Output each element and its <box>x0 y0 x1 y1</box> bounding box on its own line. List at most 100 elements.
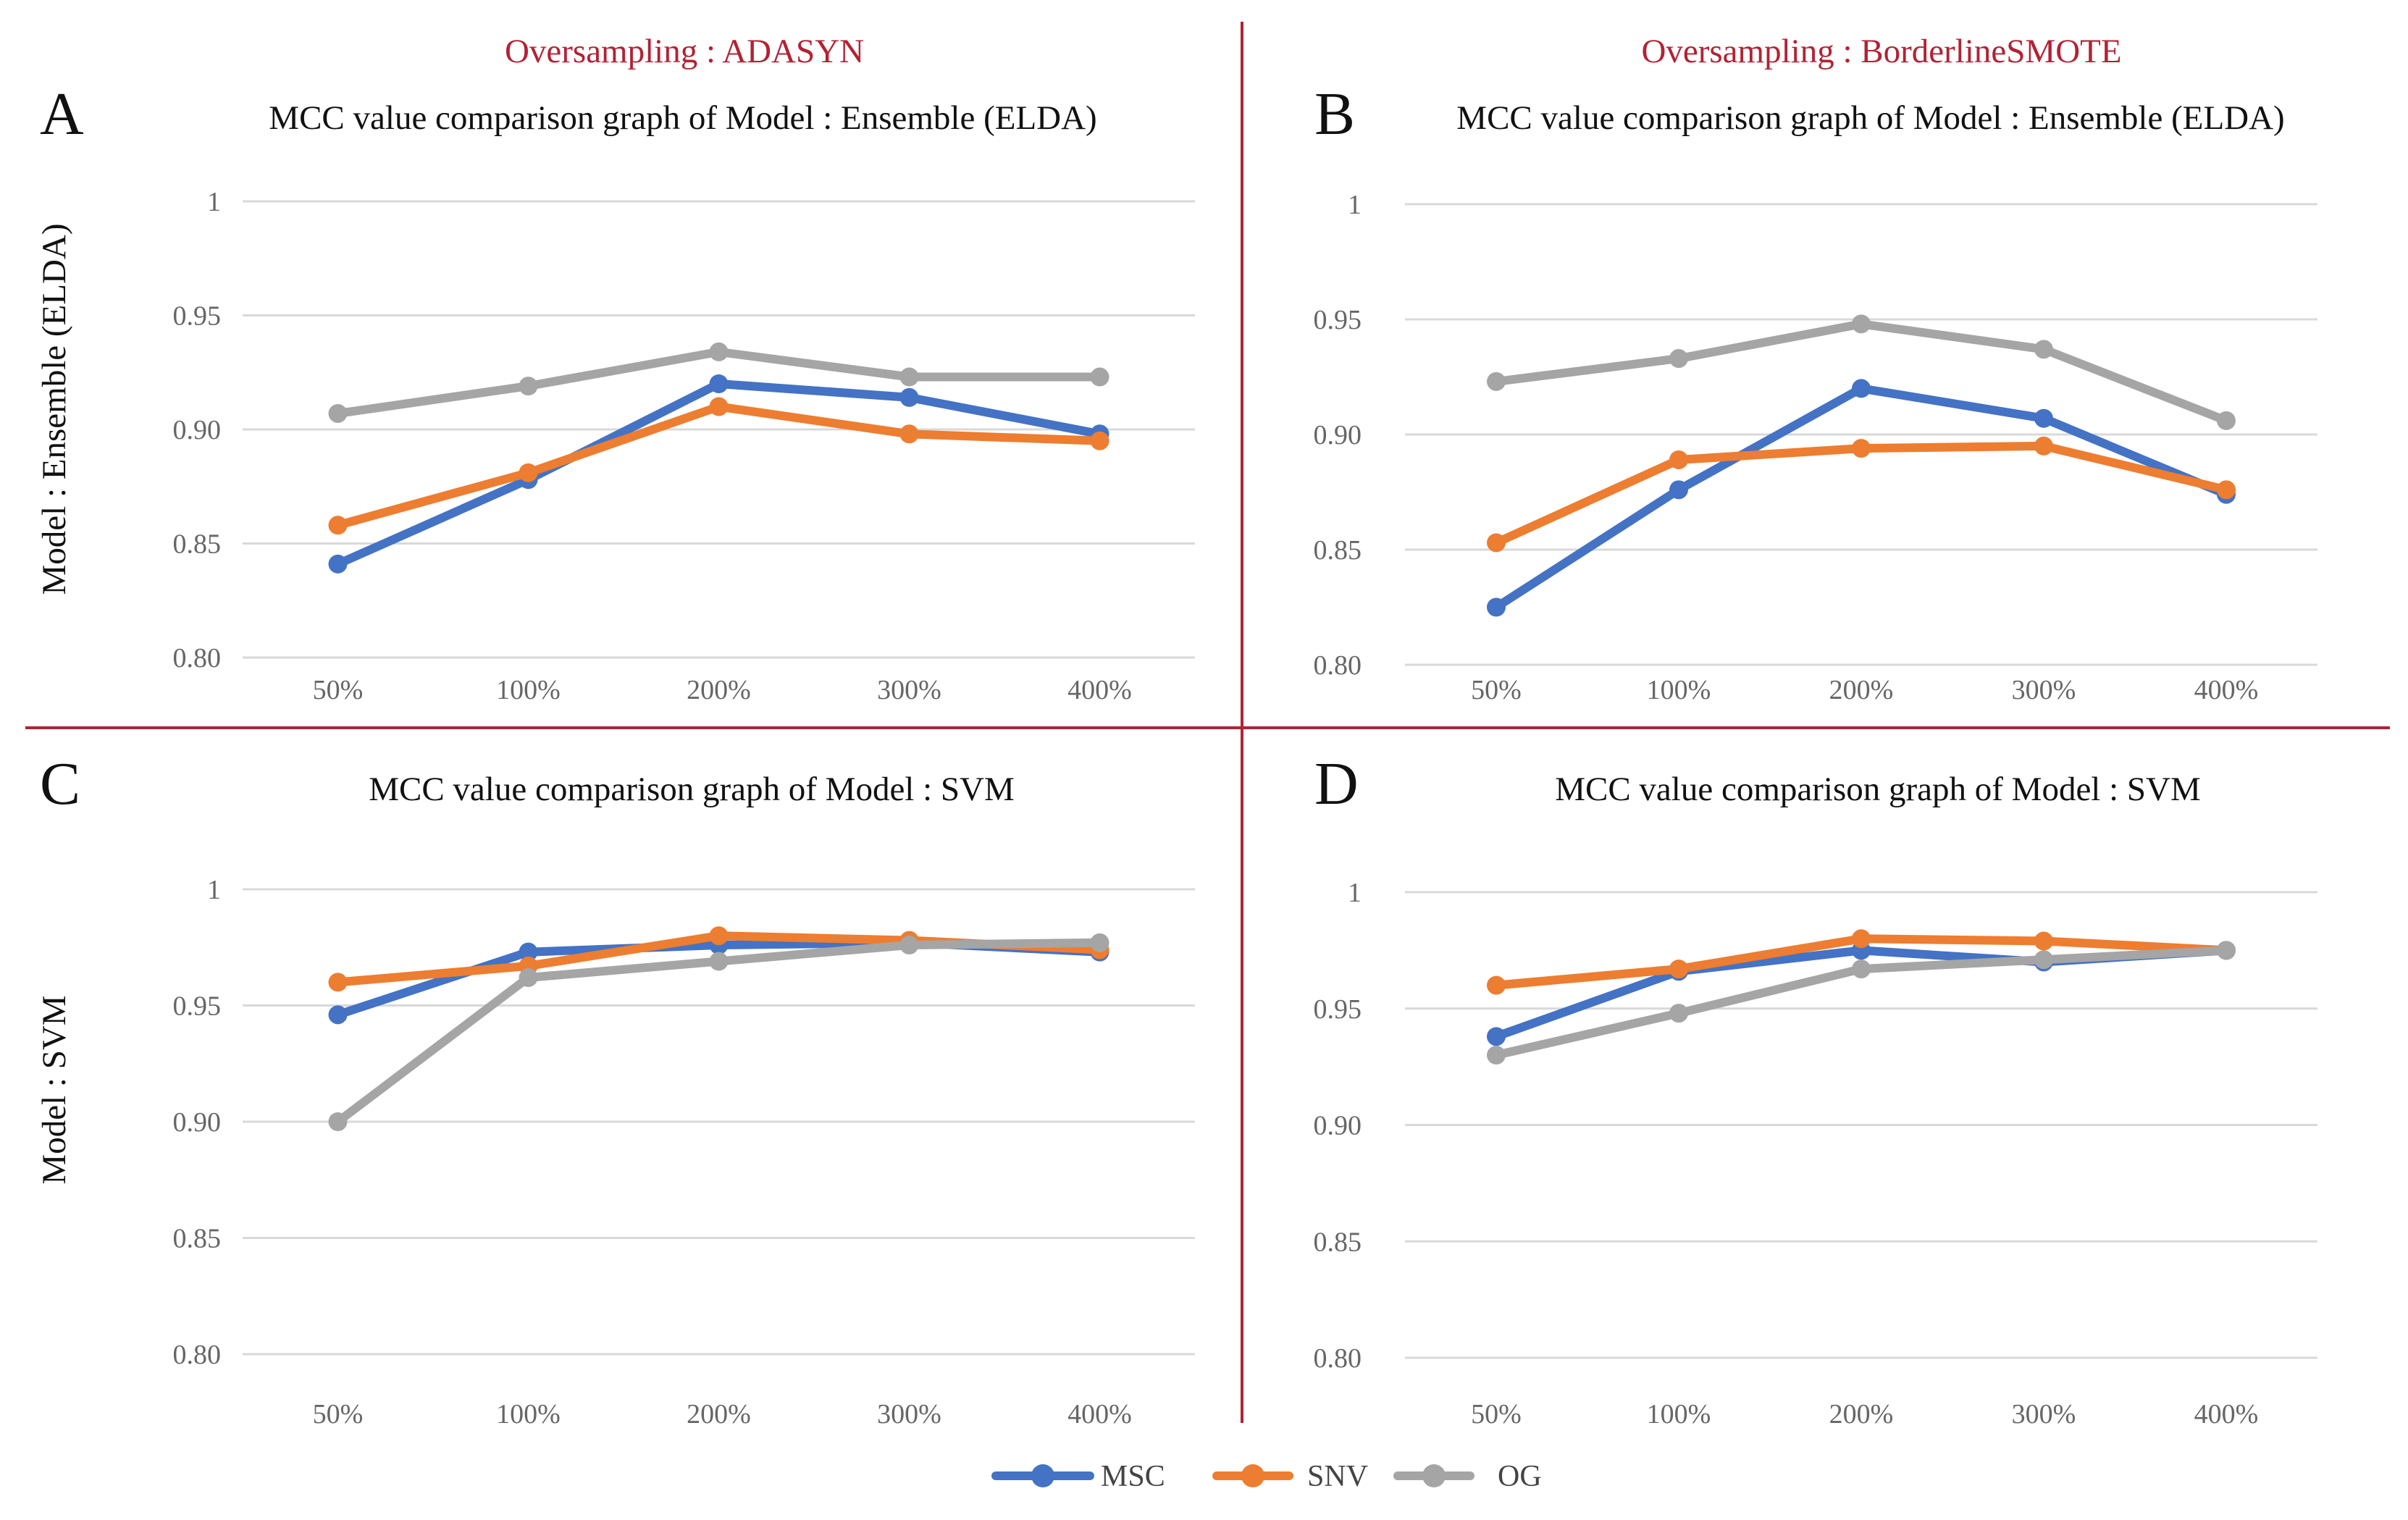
panel-b-point-og <box>1852 314 1871 334</box>
panel-d-x-tick-label: 400% <box>2194 1399 2259 1429</box>
chart-title-a: MCC value comparison graph of Model : En… <box>269 99 1096 137</box>
chart-panel-a: 0.80 0.85 0.90 0.95 1 50% 100% 200% 300% 400% <box>173 187 1195 705</box>
panel-d-y-tick-label: 0.90 <box>1314 1111 1362 1141</box>
chart-panel-d: 0.80 0.85 0.90 0.95 1 50% 100% 200% 300% 400% <box>1314 878 2317 1429</box>
panel-label-c: C <box>40 750 80 818</box>
panel-a-point-og <box>328 403 348 423</box>
legend-item-og[interactable]: OG <box>1393 1460 1542 1493</box>
panel-d-point-msc <box>1487 1027 1506 1046</box>
legend-item-snv[interactable]: SNV <box>1212 1460 1368 1493</box>
panel-b-point-msc <box>1852 379 1871 398</box>
panel-b-point-msc <box>1669 480 1688 500</box>
panel-b-point-snv <box>2034 436 2053 455</box>
panel-d-y-tick-label: 0.95 <box>1314 994 1362 1025</box>
panel-a-x-tick-label: 50% <box>313 675 364 705</box>
panel-d-point-snv <box>1852 929 1871 949</box>
panel-b-y-tick-label: 0.85 <box>1314 535 1362 566</box>
panel-b-y-tick-label: 0.95 <box>1314 305 1362 335</box>
panel-d-y-tick-label: 0.85 <box>1314 1227 1362 1257</box>
panel-a-y-tick-label: 0.80 <box>173 643 222 673</box>
panel-b-point-og <box>2034 340 2053 359</box>
panel-a-x-tick-label: 100% <box>496 675 561 705</box>
panel-a-point-og <box>519 377 538 396</box>
panel-a-y-tick-label: 0.90 <box>173 415 222 445</box>
panel-c-x-tick-label: 50% <box>313 1399 364 1429</box>
panel-d-point-snv <box>1487 975 1506 995</box>
panel-c-x-tick-label: 400% <box>1067 1399 1132 1429</box>
panel-d-x-tick-label: 300% <box>2012 1399 2076 1429</box>
legend-marker-snv <box>1241 1464 1264 1487</box>
panel-c-point-snv <box>709 926 729 946</box>
panel-b-point-msc <box>2034 408 2053 428</box>
legend-marker-msc <box>1031 1464 1054 1487</box>
panel-label-d: D <box>1314 750 1359 818</box>
panel-a-x-tick-label: 400% <box>1067 675 1132 705</box>
panel-c-y-tick-label: 0.90 <box>173 1107 222 1138</box>
panel-a-point-snv <box>899 424 919 444</box>
panel-a-point-snv <box>328 516 348 535</box>
panel-d-point-og <box>1852 960 1871 979</box>
panel-c-point-msc <box>519 942 538 962</box>
panel-d-y-tick-label: 0.80 <box>1314 1343 1362 1374</box>
panel-c-y-tick-label: 1 <box>207 875 221 905</box>
legend-label-og: OG <box>1498 1460 1542 1493</box>
panel-b-point-snv <box>2217 480 2236 500</box>
panel-c-point-og <box>1090 933 1109 952</box>
panel-b-point-snv <box>1669 450 1688 469</box>
panel-a-x-tick-label: 300% <box>877 675 941 705</box>
legend-label-snv: SNV <box>1307 1460 1368 1493</box>
panel-b-x-tick-label: 300% <box>2012 675 2076 705</box>
panel-a-point-msc <box>709 374 729 393</box>
panel-b-x-tick-label: 200% <box>1829 675 1894 705</box>
panel-a-point-og <box>709 342 729 361</box>
panel-label-a: A <box>40 80 84 148</box>
panel-d-point-og <box>1669 1004 1688 1023</box>
panel-c-point-msc <box>328 1005 348 1025</box>
panel-b-y-tick-label: 0.90 <box>1314 420 1362 450</box>
panel-c-x-tick-label: 100% <box>496 1399 561 1429</box>
panel-a-point-msc <box>899 387 919 407</box>
panel-a-point-snv <box>1090 431 1109 450</box>
panel-c-x-tick-label: 300% <box>877 1399 941 1429</box>
legend-label-msc: MSC <box>1101 1460 1165 1493</box>
panel-a-y-tick-label: 0.85 <box>173 529 222 560</box>
panel-a-y-tick-label: 0.95 <box>173 301 222 332</box>
oversampling-label-adasyn: Oversampling : ADASYN <box>505 33 864 70</box>
panel-b-series-line-og <box>1492 319 2231 425</box>
panel-b-point-msc <box>1487 597 1506 617</box>
row-label-svm: Model : SVM <box>35 995 73 1184</box>
panel-c-point-og <box>519 967 538 987</box>
panel-c-y-tick-label: 0.80 <box>173 1340 222 1370</box>
panel-b-point-snv <box>1852 439 1871 458</box>
panel-b-series-line-snv <box>1492 441 2231 547</box>
chart-title-c: MCC value comparison graph of Model : SV… <box>369 771 1015 808</box>
panel-c-point-snv <box>328 973 348 992</box>
panel-b-point-og <box>2217 411 2236 430</box>
panel-b-y-tick-label: 1 <box>1348 190 1362 220</box>
panel-a-point-og <box>899 367 919 387</box>
oversampling-label-borderlinesmote: Oversampling : BorderlineSMOTE <box>1641 33 2121 70</box>
row-label-ensemble: Model : Ensemble (ELDA) <box>35 224 73 595</box>
panel-d-point-og <box>2217 941 2236 960</box>
panel-b-y-tick-label: 0.80 <box>1314 650 1362 681</box>
panel-d-x-tick-label: 100% <box>1647 1399 1711 1429</box>
panel-b-point-snv <box>1487 533 1506 553</box>
panel-d-point-snv <box>1669 960 1688 979</box>
panel-a-series-line-snv <box>333 402 1104 530</box>
panel-c-point-og <box>709 952 729 971</box>
panel-b-x-tick-label: 400% <box>2194 675 2259 705</box>
panel-d-y-tick-label: 1 <box>1348 878 1362 908</box>
legend-marker-og <box>1422 1464 1446 1487</box>
panel-d-point-snv <box>2034 931 2053 951</box>
panel-b-x-tick-label: 100% <box>1647 675 1711 705</box>
panel-c-point-og <box>328 1112 348 1131</box>
chart-panel-c: 0.80 0.85 0.90 0.95 1 50% 100% 200% 300% 400% <box>173 875 1195 1429</box>
legend-item-msc[interactable]: MSC <box>991 1460 1165 1493</box>
panel-c-y-tick-label: 0.95 <box>173 991 222 1022</box>
panel-a-point-og <box>1090 367 1109 387</box>
panel-a-point-msc <box>328 554 348 574</box>
panel-a-x-tick-label: 200% <box>687 675 751 705</box>
panel-a-point-snv <box>709 397 729 416</box>
panel-d-point-og <box>1487 1046 1506 1065</box>
chart-title-d: MCC value comparison graph of Model : SV… <box>1555 771 2201 808</box>
